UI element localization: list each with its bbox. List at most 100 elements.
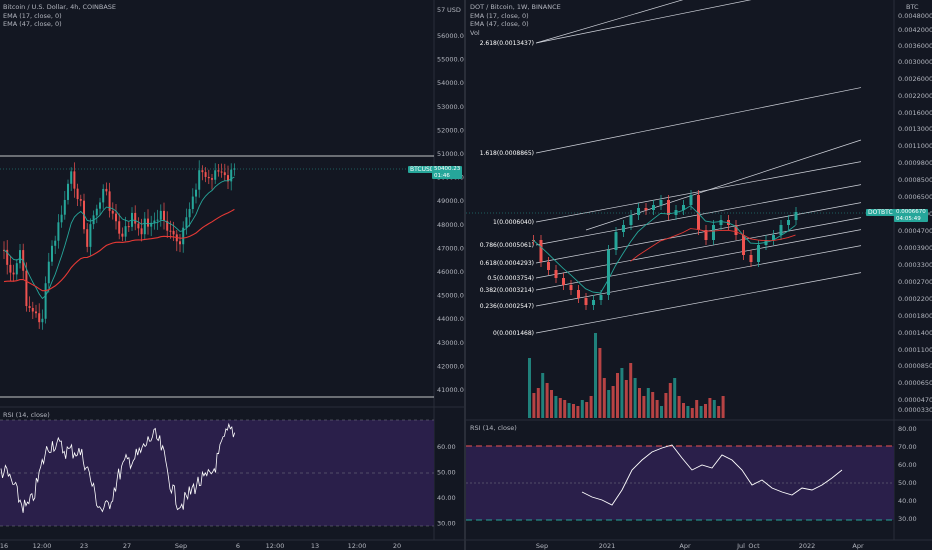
btc-time-tick: 13 [311, 542, 319, 550]
dot-volume-bar [589, 396, 593, 418]
btc-candle [233, 168, 236, 170]
dot-fib-label: 0(0.0001468) [493, 330, 534, 337]
dot-candle [622, 225, 625, 232]
dot-fib-line-extra[interactable] [535, 0, 716, 44]
dot-volume-bar [629, 363, 633, 418]
dot-fib-line-mid[interactable] [585, 139, 862, 231]
dot-volume-bar [633, 378, 637, 418]
dot-price-tick: 0.0004700 [898, 227, 932, 235]
dot-volume-bar [541, 373, 545, 418]
dot-candle [667, 200, 670, 215]
dot-price-tick: 0.0003300 [898, 261, 932, 269]
dot-candle [554, 270, 558, 278]
dot-fib-label: 0.786(0.0005061) [480, 242, 534, 249]
dot-fib-line[interactable] [535, 0, 861, 44]
dot-fib-line[interactable] [535, 245, 862, 307]
btc-chart-canvas[interactable]: 56000.00 55000.00 54000.00 53000.00 52000.00… [0, 0, 464, 550]
dot-fib-line[interactable] [535, 272, 862, 334]
btc-candle [204, 172, 207, 177]
btc-price-value-tag: 50400.23 01:46 [432, 166, 463, 179]
btc-candle [185, 217, 188, 228]
dot-fib-line[interactable] [535, 217, 862, 279]
btc-legend-ema47[interactable]: EMA (47, close, 0) [3, 20, 62, 28]
btc-candle [115, 213, 117, 222]
btc-rsi-line [0, 422, 236, 513]
dot-candle [772, 235, 775, 240]
btc-candle [198, 170, 201, 190]
btc-candle [195, 189, 197, 197]
dot-legend-ema17[interactable]: EMA (17, close, 0) [470, 11, 529, 20]
btc-legend-title[interactable]: Bitcoin / U.S. Dollar, 4h, COINBASE [3, 3, 117, 11]
dot-price-tick: 0.0001400 [898, 329, 932, 337]
dot-fib-label: 0.618(0.0004293) [480, 260, 534, 267]
btc-candle [86, 229, 89, 247]
dot-candle [682, 205, 685, 210]
dot-currency-label: BTC [906, 3, 919, 11]
btc-price-tick: 56000.00 [437, 32, 464, 40]
btc-price-symbol: BTCUSD [410, 166, 435, 173]
btc-price-tick: 52000.00 [437, 126, 464, 134]
dot-volume-bar [585, 402, 589, 418]
dot-volume-bar [695, 400, 699, 418]
btc-candle [95, 208, 98, 216]
btc-price-tick: 46000.00 [437, 268, 464, 276]
dot-price-tick: 0.0002200 [898, 295, 932, 303]
btc-candle [51, 245, 53, 262]
dot-legend-ema47[interactable]: EMA (47, close, 0) [470, 20, 529, 28]
dot-time-tick: Apr [852, 542, 864, 550]
pane-divider[interactable] [464, 0, 466, 550]
dot-fib-line[interactable] [535, 229, 862, 291]
dot-volume-bar [651, 392, 655, 418]
btc-candle [31, 308, 34, 312]
btc-currency-label: USD [447, 6, 461, 14]
dot-volume-bar [567, 403, 571, 418]
btc-candle [38, 313, 41, 323]
dot-volume-bar [563, 400, 567, 418]
dot-price-value: 0.0006670 [896, 209, 926, 215]
dot-fib-label: 2.618(0.0013437) [480, 40, 534, 47]
dot-volume-bar [721, 396, 725, 418]
dot-volume-bar [655, 400, 659, 418]
dot-volume-bar [576, 406, 580, 418]
dot-ema47-line [630, 228, 796, 262]
btc-candle [102, 188, 105, 203]
btc-rsi-tick: 40.00 [437, 494, 456, 502]
dot-rsi-title[interactable]: RSI (14, close) [470, 424, 517, 432]
dot-legend: DOT / Bitcoin, 1W, BINANCE EMA (17, clos… [470, 3, 561, 37]
btc-candle [214, 170, 217, 180]
dot-chart-pane[interactable]: BTC 0.0048000 0.0042000 0.0036000 0.0030000 0… [466, 0, 932, 550]
dot-price-tick: 0.0036000 [898, 42, 932, 50]
dot-legend-title[interactable]: DOT / Bitcoin, 1W, BINANCE [470, 3, 561, 11]
dot-price-symbol: DOTBTC [868, 209, 893, 216]
btc-candle [35, 311, 37, 314]
btc-price-tick: 54000.00 [437, 79, 464, 87]
btc-candle [172, 230, 175, 235]
btc-candle [25, 270, 28, 307]
btc-time-tick: 23 [80, 542, 88, 550]
btc-candle [150, 222, 153, 227]
btc-candle [108, 191, 111, 211]
dot-legend-vol[interactable]: Vol [470, 28, 480, 37]
dot-fib-line[interactable] [535, 87, 862, 154]
dot-time-tick: Apr [679, 542, 691, 550]
dot-price-value-tag: 0.0006670 04:05:49 [894, 209, 928, 222]
dot-volume-bar [528, 358, 531, 418]
btc-time-tick: 27 [123, 542, 131, 550]
dot-price-tick: 0.0001100 [898, 346, 932, 354]
dot-candle [599, 295, 603, 300]
btc-candle [73, 171, 76, 189]
btc-price-tick: 49000.00 [437, 197, 464, 205]
btc-candle [15, 263, 18, 275]
btc-price-tick: 47000.00 [437, 244, 464, 252]
btc-chart-pane[interactable]: 56000.00 55000.00 54000.00 53000.00 52000.00… [0, 0, 464, 550]
btc-price-tick: 53000.00 [437, 103, 464, 111]
dot-candle [644, 208, 648, 210]
btc-rsi-title[interactable]: RSI (14, close) [3, 411, 50, 419]
dot-rsi-tick: 50.00 [898, 479, 917, 487]
btc-candle [111, 210, 114, 214]
dot-candle [652, 205, 655, 210]
btc-time-tick: 12:00 [348, 542, 367, 550]
dot-candle [757, 245, 760, 262]
btc-legend-ema17[interactable]: EMA (17, close, 0) [3, 11, 62, 20]
